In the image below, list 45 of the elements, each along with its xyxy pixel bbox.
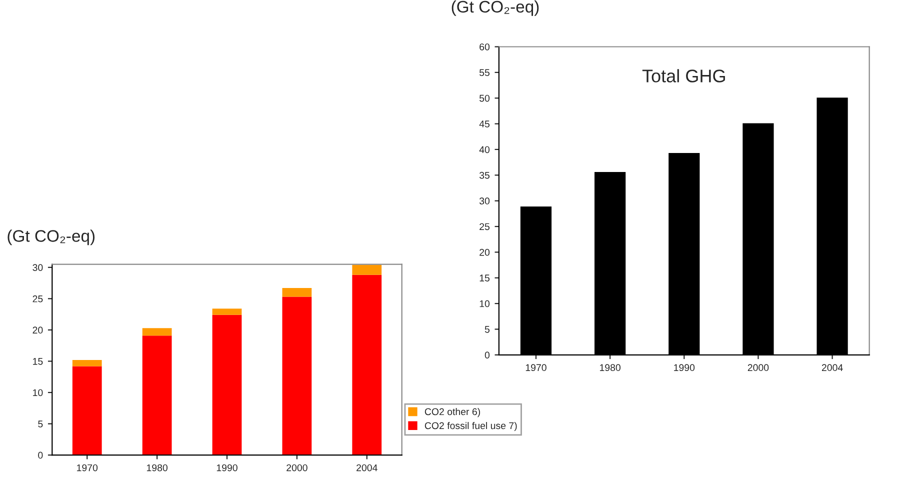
y-tick-label: 60 <box>480 43 490 50</box>
y-tick-label: 40 <box>479 146 490 154</box>
y-tick-label: 15 <box>33 358 43 365</box>
x-tick-label: 1970 <box>526 364 546 372</box>
x-tick-label: 1990 <box>674 364 695 372</box>
y-tick-label: 50 <box>479 94 490 102</box>
y-tick-label: 20 <box>32 326 43 334</box>
bar <box>142 336 172 456</box>
bar <box>352 264 382 275</box>
x-tick-label: 1980 <box>600 364 620 372</box>
y-tick-label: 55 <box>479 69 490 76</box>
y-tick-label: 20 <box>480 248 490 256</box>
bar <box>282 288 312 297</box>
y-tick-label: 5 <box>484 326 490 333</box>
bar <box>72 360 102 366</box>
bar <box>212 308 242 315</box>
y-tick-label: 5 <box>38 420 43 428</box>
y-tick-label: 10 <box>33 389 43 396</box>
y-tick-label: 45 <box>479 120 490 128</box>
y-tick-label: 30 <box>479 198 490 204</box>
bar <box>212 314 242 456</box>
x-tick-label: 2000 <box>286 464 308 472</box>
y-tick-label: 15 <box>480 274 490 282</box>
y-tick-label: 25 <box>480 223 490 230</box>
y-tick-label: 10 <box>480 300 490 308</box>
x-tick-label: 1980 <box>146 464 168 472</box>
legend-label: CO2 other 6) <box>424 408 480 418</box>
text: Total GHG <box>642 69 725 82</box>
y-tick-label: 30 <box>32 264 43 272</box>
x-tick-label: 2000 <box>748 364 769 372</box>
x-tick-label: 1990 <box>216 464 238 472</box>
y-axis-title: (Gt CO₂-eq) <box>452 0 539 16</box>
bar <box>352 274 382 456</box>
y-tick-label: 0 <box>484 352 490 359</box>
x-tick-label: 2004 <box>822 364 843 372</box>
y-tick-label: 0 <box>38 452 43 459</box>
legend-label: CO2 fossil fuel use 7) <box>424 422 517 432</box>
x-tick-label: 1970 <box>77 464 98 472</box>
x-tick-label: 2004 <box>356 464 378 472</box>
bar <box>282 296 312 456</box>
y-axis-title: (Gt CO₂-eq) <box>8 230 95 246</box>
bar <box>142 328 172 336</box>
y-tick-label: 25 <box>32 295 43 302</box>
y-tick-label: 35 <box>479 172 490 179</box>
bar <box>72 366 102 456</box>
